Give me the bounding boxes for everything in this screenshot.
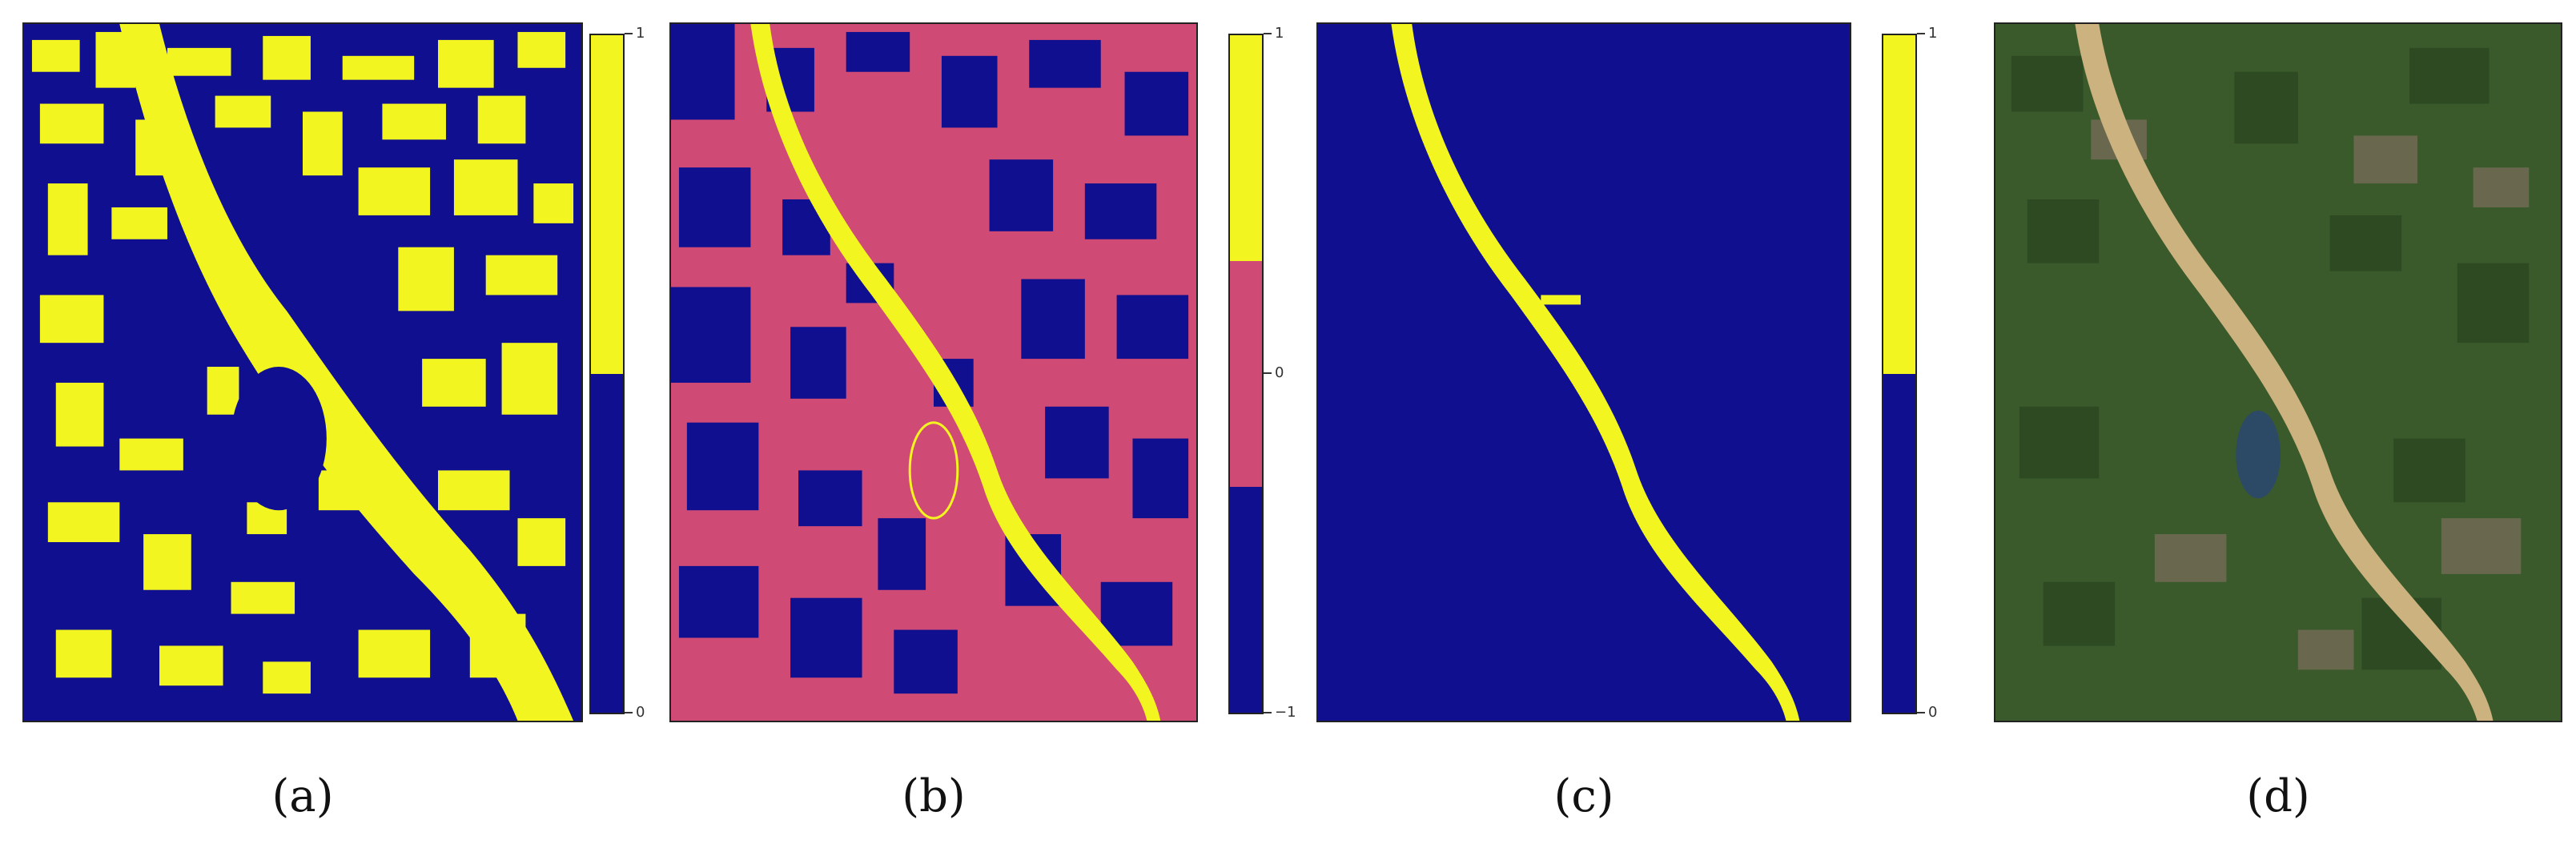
panel-c-colorbar-tick-label-1: 0 [1928, 704, 1938, 721]
panel-c-colorbar-segment-1 [1883, 374, 1915, 713]
panel-b-colorbar-tick-label-2: −1 [1275, 704, 1296, 721]
panel-b-colorbar [1228, 34, 1264, 714]
panel-a-lake [231, 367, 327, 511]
panel-a-map [22, 22, 583, 722]
panel-c-colorbar-tick-1 [1917, 712, 1925, 713]
panel-c-svg [1318, 24, 1850, 721]
panel-b-lake [908, 421, 959, 520]
panel-d-fields-dark [2011, 47, 2530, 670]
panel-b-river [750, 24, 1161, 721]
panel-b-colorbar-segment-1 [1230, 261, 1262, 487]
panel-b-colorbar-tick-0 [1264, 33, 1272, 34]
panel-d-river [2075, 24, 2494, 721]
panel-c-map [1316, 22, 1851, 722]
panel-a-svg [24, 24, 581, 721]
panel-a-colorbar-tick-0 [625, 33, 633, 34]
panel-d-lake [2236, 410, 2281, 499]
panel-a-river-band [119, 24, 574, 721]
panel-c-colorbar-segment-0 [1883, 35, 1915, 374]
panel-b-colorbar-tick-label-1: 0 [1275, 364, 1284, 381]
panel-c-colorbar [1882, 34, 1917, 714]
panel-a-colorbar-segment-1 [591, 374, 623, 713]
panel-a-colorbar [589, 34, 625, 714]
panel-d-satellite [1994, 22, 2562, 722]
panel-c-river [1391, 24, 1800, 721]
panel-c-fragment [1541, 295, 1581, 305]
caption-a: (a) [271, 770, 334, 822]
panel-b-map [669, 22, 1198, 722]
caption-b: (b) [902, 770, 966, 822]
caption-c: (c) [1553, 770, 1614, 822]
panel-b-colorbar-tick-2 [1264, 712, 1272, 713]
panel-a-colorbar-segment-0 [591, 35, 623, 374]
caption-d: (d) [2246, 770, 2310, 822]
panel-b-svg [671, 24, 1196, 721]
panel-a-colorbar-tick-1 [625, 712, 633, 713]
panel-b-colorbar-tick-1 [1264, 372, 1272, 374]
panel-a-patches [31, 31, 574, 694]
panel-a-colorbar-tick-label-1: 0 [636, 704, 645, 721]
panel-b-colorbar-segment-0 [1230, 35, 1262, 262]
panel-d-svg [1995, 24, 2561, 721]
panel-c-colorbar-tick-0 [1917, 33, 1925, 34]
panel-a-colorbar-tick-label-0: 1 [636, 25, 645, 42]
panel-d-settlements [2091, 119, 2530, 670]
panel-c-colorbar-tick-label-0: 1 [1928, 25, 1938, 42]
panel-b-patches [671, 24, 1189, 694]
panel-b-colorbar-tick-label-0: 1 [1275, 25, 1284, 42]
panel-b-colorbar-segment-2 [1230, 486, 1262, 713]
